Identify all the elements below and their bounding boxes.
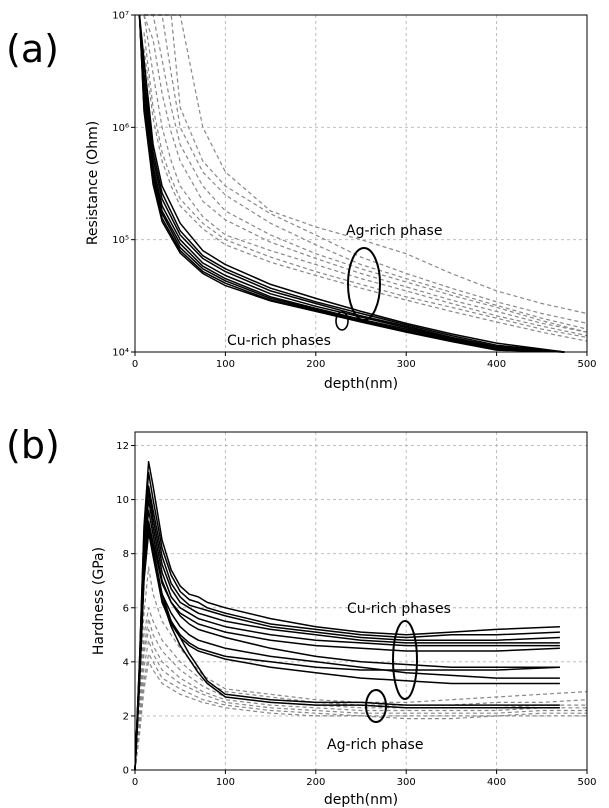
panel-b-series xyxy=(134,460,588,771)
panel-a-series-line-ag-rich xyxy=(144,14,588,333)
panel-b-series-line-ag-rich xyxy=(134,628,587,771)
panel-a-x-tick-label: 200 xyxy=(306,359,325,370)
panel-a-series-line-cu-rich xyxy=(138,14,565,353)
panel-b-series-line-cu-rich xyxy=(134,498,560,771)
panel-a-x-tick-label: 300 xyxy=(397,359,416,370)
panel-a-x-ticks: 0 100 200 300 400 500 xyxy=(132,352,597,370)
panel-b-grid xyxy=(135,432,587,770)
panel-b-series-line-cu-rich xyxy=(134,520,560,771)
panel-a-series-line-cu-rich xyxy=(138,14,565,353)
panel-b-y-tick-label: 6 xyxy=(123,603,129,614)
panel-a-x-axis-label: depth(nm) xyxy=(324,376,398,392)
panel-b-group-cu-rich xyxy=(134,460,560,771)
panel-b-hardness-chart: (b) 0 100 200 300 400 500 0 2 4 6 8 10 12 depth(nm)… xyxy=(6,423,597,808)
panel-b-annotation-ag-rich: Ag-rich phase xyxy=(327,737,423,753)
panel-b-y-tick-label: 0 xyxy=(123,766,129,777)
panel-b-y-tick-label: 8 xyxy=(123,549,129,560)
panel-a-ag-rich-ellipse xyxy=(347,247,381,321)
panel-a-y-ticks: 10⁴ 10⁵ 10⁶ 10⁷ xyxy=(112,11,135,359)
panel-b-x-tick-label: 400 xyxy=(487,777,506,788)
panel-b-plot-frame xyxy=(134,431,588,771)
panel-a-label: (a) xyxy=(6,27,59,71)
panel-b-series-line-cu-rich xyxy=(134,509,560,771)
panel-a-cu-rich-ellipse xyxy=(335,311,349,331)
panel-b-x-tick-label: 500 xyxy=(577,777,596,788)
panel-b-x-ticks: 0 100 200 300 400 500 xyxy=(132,770,597,788)
panel-a-resistance-chart: (a) 0 100 200 300 400 500 10⁴ 10⁵ 10⁶ 10⁷ depth(… xyxy=(6,11,597,393)
panel-a-x-tick-label: 400 xyxy=(487,359,506,370)
panel-a-y-tick-label: 10⁵ xyxy=(112,235,129,246)
panel-b-y-ticks: 0 2 4 6 8 10 12 xyxy=(116,441,135,777)
panel-a-annotation-ag-rich: Ag-rich phase xyxy=(346,223,442,239)
panel-b-y-tick-label: 2 xyxy=(123,711,129,722)
panel-b-group-ag-rich xyxy=(134,566,588,771)
panel-a-series-line-ag-rich xyxy=(144,14,588,330)
panel-a-x-tick-label: 500 xyxy=(577,359,596,370)
panel-b-x-tick-label: 200 xyxy=(306,777,325,788)
panel-b-y-tick-label: 12 xyxy=(116,441,129,452)
panel-b-annotation-cu-rich: Cu-rich phases xyxy=(347,601,451,617)
panel-b-ag-rich-ellipse xyxy=(365,689,387,723)
panel-b-series-line-cu-rich xyxy=(134,460,560,771)
panel-b-series-line-cu-rich xyxy=(134,490,560,771)
panel-b-cu-rich-ellipse xyxy=(392,620,418,700)
panel-b-label: (b) xyxy=(6,423,60,467)
panel-a-y-tick-label: 10⁴ xyxy=(112,348,129,359)
panel-a-series-line-cu-rich xyxy=(138,14,565,353)
panel-b-y-tick-label: 10 xyxy=(116,495,129,506)
panel-b-series-line-ag-rich xyxy=(134,653,587,771)
panel-b-series-line-ag-rich xyxy=(134,607,588,771)
panel-a-group-cu-rich xyxy=(138,14,565,353)
panel-a-series-line-cu-rich xyxy=(138,14,565,353)
panel-a-series-line-ag-rich xyxy=(143,48,588,342)
panel-a-series-line-ag-rich xyxy=(143,32,588,338)
panel-a-y-axis-label: Resistance (Ohm) xyxy=(85,121,101,245)
panel-b-series-line-cu-rich xyxy=(134,531,560,771)
panel-b-series-line-cu-rich xyxy=(134,485,560,771)
panel-a-y-tick-label: 10⁶ xyxy=(112,123,129,134)
panel-b-x-tick-label: 0 xyxy=(132,777,138,788)
panel-b-series-line-cu-rich xyxy=(134,523,560,771)
panel-b-series-line-ag-rich xyxy=(134,566,588,771)
panel-b-x-tick-label: 100 xyxy=(216,777,235,788)
panel-a-series-line-cu-rich xyxy=(138,14,565,353)
panel-a-x-tick-label: 100 xyxy=(216,359,235,370)
panel-b-series-line-ag-rich xyxy=(134,639,587,771)
panel-a-grid xyxy=(135,15,587,352)
panel-a-series-line-cu-rich xyxy=(138,14,565,353)
panel-a-plot-frame xyxy=(134,14,588,353)
panel-b-y-tick-label: 4 xyxy=(123,657,129,668)
panel-a-group-ag-rich xyxy=(143,14,588,342)
panel-b-x-tick-label: 300 xyxy=(397,777,416,788)
panel-a-series-line-ag-rich xyxy=(143,14,588,333)
panel-b-x-axis-label: depth(nm) xyxy=(324,792,398,808)
panel-a-y-tick-label: 10⁷ xyxy=(112,11,129,22)
panel-a-x-tick-label: 0 xyxy=(132,359,138,370)
panel-a-series xyxy=(138,14,588,353)
panel-a-annotation-cu-rich: Cu-rich phases xyxy=(227,333,331,349)
panel-a-series-line-ag-rich xyxy=(143,14,588,337)
panel-a-series-line-cu-rich xyxy=(138,14,565,353)
panel-a-series-line-ag-rich xyxy=(144,14,588,315)
panel-b-series-line-cu-rich xyxy=(134,471,560,771)
panel-b-series-line-ag-rich xyxy=(134,661,587,771)
panel-b-y-axis-label: Hardness (GPa) xyxy=(91,547,107,655)
panel-a-series-line-cu-rich xyxy=(138,14,565,353)
